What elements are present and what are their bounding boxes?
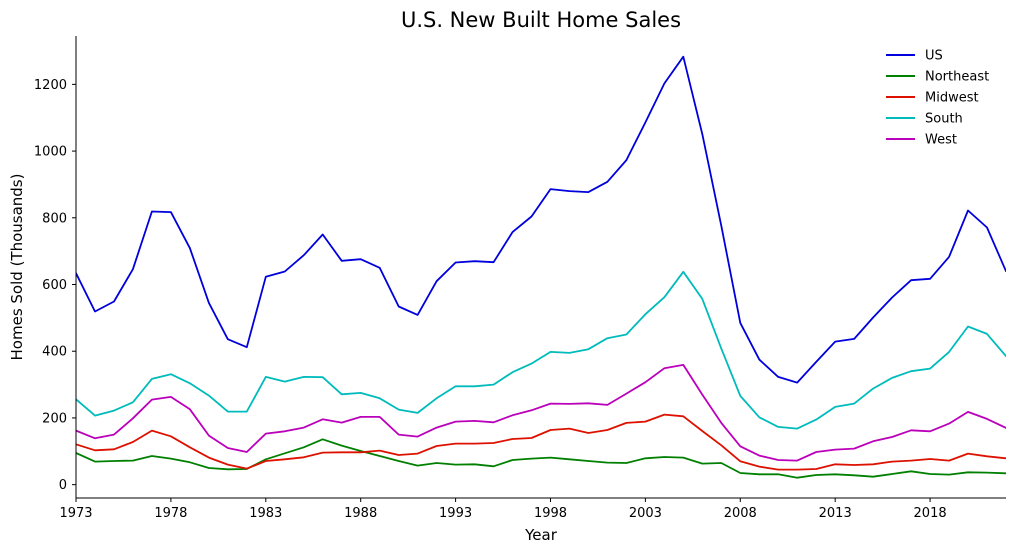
y-ticks: 0 200 400 600 800 1000 1200 — [34, 78, 76, 493]
y-tick-label: 1000 — [34, 145, 67, 160]
legend-item-west: West — [886, 133, 957, 148]
y-tick-label: 600 — [42, 278, 67, 293]
x-tick-label: 1973 — [59, 506, 92, 521]
x-ticks: 1973 1978 1983 1988 1993 1998 2003 2008 2013 2018 — [59, 498, 947, 521]
x-tick-label: 2013 — [819, 506, 852, 521]
x-axis-title: Year — [524, 526, 558, 544]
y-tick-label: 200 — [42, 411, 67, 426]
y-axis-title: Homes Sold (Thousands) — [8, 174, 26, 361]
legend: US Northeast Midwest South West — [886, 49, 989, 148]
x-tick-label: 2003 — [629, 506, 662, 521]
series-line-midwest — [76, 413, 1006, 471]
x-tick-label: 1993 — [439, 506, 472, 521]
legend-label: West — [925, 133, 957, 148]
series-line-northeast — [76, 438, 1006, 479]
legend-item-us: US — [886, 49, 943, 64]
x-tick-label: 2018 — [914, 506, 947, 521]
axes — [75, 36, 1006, 499]
series-line-south — [76, 270, 1006, 430]
x-tick-label: 1983 — [249, 506, 282, 521]
legend-item-northeast: Northeast — [886, 70, 989, 85]
legend-label: US — [925, 49, 943, 64]
chart-title: U.S. New Built Home Sales — [401, 8, 681, 32]
x-tick-label: 1988 — [344, 506, 377, 521]
series-line-west — [76, 363, 1006, 462]
x-tick-label: 1978 — [154, 506, 187, 521]
legend-item-south: South — [886, 112, 963, 127]
legend-label: Northeast — [925, 70, 989, 85]
x-tick-label: 1998 — [534, 506, 567, 521]
series-layer — [76, 55, 1006, 479]
legend-label: Midwest — [925, 91, 979, 106]
y-tick-label: 1200 — [34, 78, 67, 93]
y-tick-label: 400 — [42, 345, 67, 360]
y-tick-label: 800 — [42, 211, 67, 226]
legend-label: South — [925, 112, 963, 127]
y-tick-label: 0 — [59, 478, 67, 493]
x-tick-label: 2008 — [724, 506, 757, 521]
legend-item-midwest: Midwest — [886, 91, 979, 106]
series-line-us — [76, 55, 1006, 384]
